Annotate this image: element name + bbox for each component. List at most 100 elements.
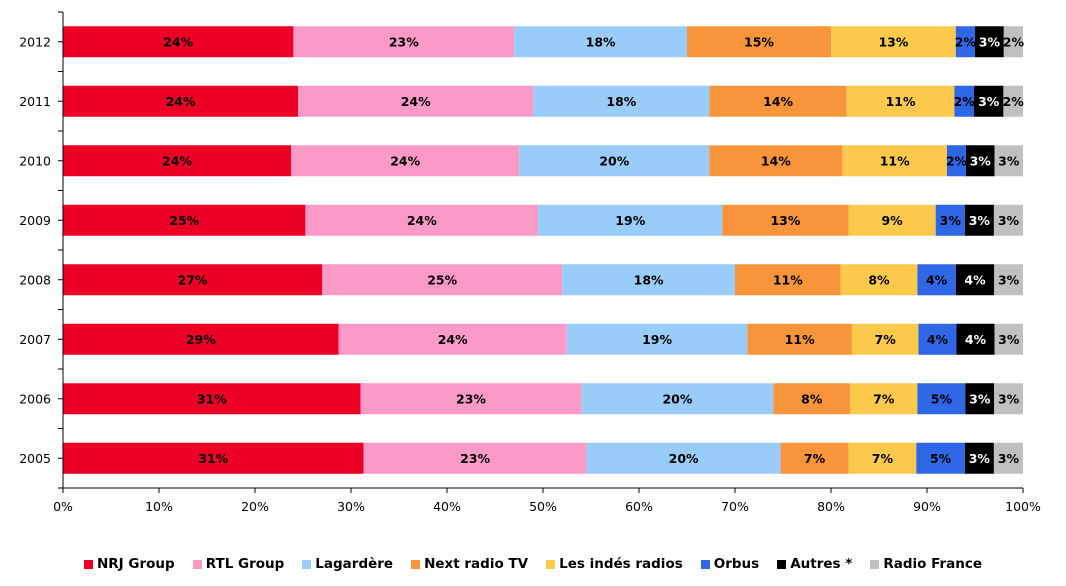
- data-label: 18%: [606, 94, 636, 109]
- legend-swatch: [870, 559, 880, 569]
- data-label: 3%: [979, 34, 1001, 49]
- bars-layer: 24% 23% 18% 15% 13% 2% 3% 2%24% 24% 18% 14% 11% 2% 3%…: [63, 26, 1024, 474]
- bar-segment: [722, 204, 849, 236]
- legend-item: Orbus: [700, 556, 759, 572]
- data-label: 7%: [875, 332, 897, 347]
- data-label: 29%: [186, 332, 216, 347]
- x-tick-label: 80%: [817, 499, 845, 514]
- data-label: 13%: [878, 34, 908, 49]
- legend-swatch: [83, 559, 93, 569]
- data-label: 4%: [927, 332, 949, 347]
- data-label: 3%: [998, 153, 1020, 168]
- legend-item: RTL Group: [192, 556, 285, 572]
- data-label: 13%: [770, 213, 800, 228]
- bar-segment: [994, 264, 1023, 296]
- x-tick-label: 20%: [241, 499, 269, 514]
- data-label: 3%: [969, 451, 991, 466]
- data-label: 8%: [868, 272, 890, 287]
- bar-segment: [322, 264, 563, 296]
- legend-swatch: [192, 559, 202, 569]
- bar-segment: [917, 383, 966, 415]
- bar-segment: [916, 442, 965, 474]
- bar-segment: [955, 264, 995, 296]
- data-label: 14%: [763, 94, 793, 109]
- bar-segment: [994, 145, 1023, 177]
- x-tick-label: 40%: [433, 499, 461, 514]
- category-label: 2005: [19, 451, 51, 466]
- bar-segment: [994, 323, 1023, 355]
- data-label: 7%: [873, 391, 895, 406]
- data-label: 24%: [163, 34, 193, 49]
- data-label: 3%: [998, 213, 1020, 228]
- bar-segment: [956, 323, 995, 355]
- bar-segment: [63, 204, 306, 236]
- bar-segment: [533, 85, 710, 117]
- bar-segment: [848, 204, 936, 236]
- bar-segment: [360, 383, 582, 415]
- bar-segment: [993, 442, 1023, 474]
- bar-segment: [1003, 85, 1023, 117]
- data-label: 24%: [166, 94, 196, 109]
- data-label: 23%: [460, 451, 490, 466]
- data-label: 31%: [197, 391, 227, 406]
- data-label: 3%: [970, 153, 992, 168]
- bar-segment: [709, 145, 843, 177]
- data-label: 4%: [964, 272, 986, 287]
- bar-segment: [291, 145, 520, 177]
- bar-segment: [538, 204, 723, 236]
- category-label: 2010: [19, 153, 51, 168]
- data-label: 3%: [998, 391, 1020, 406]
- legend-label: Les indés radios: [559, 556, 683, 572]
- bar-segment: [955, 26, 975, 58]
- legend-item: Les indés radios: [546, 556, 683, 572]
- bar-segment: [993, 204, 1023, 236]
- data-label: 23%: [389, 34, 419, 49]
- bar-segment: [735, 264, 841, 296]
- data-label: 2%: [1003, 34, 1025, 49]
- legend-item: Next radio TV: [411, 556, 528, 572]
- data-label: 25%: [427, 272, 457, 287]
- data-label: 24%: [401, 94, 431, 109]
- bar-segment: [954, 85, 975, 117]
- bar-segment: [851, 323, 919, 355]
- bar-segment: [63, 264, 323, 296]
- legend-label: RTL Group: [205, 556, 285, 572]
- data-label: 3%: [969, 213, 991, 228]
- data-label: 15%: [744, 34, 774, 49]
- data-label: 14%: [761, 153, 791, 168]
- bar-segment: [917, 264, 956, 296]
- x-tick-label: 30%: [337, 499, 365, 514]
- bar-segment: [965, 145, 995, 177]
- legend-item: NRJ Group: [83, 556, 175, 572]
- data-label: 18%: [634, 272, 664, 287]
- data-label: 3%: [978, 94, 1000, 109]
- x-tick-label: 100%: [1005, 499, 1041, 514]
- data-label: 25%: [169, 213, 199, 228]
- bar-segment: [780, 442, 849, 474]
- data-label: 31%: [198, 451, 228, 466]
- bar-segment: [994, 383, 1023, 415]
- legend-item: Autres *: [777, 556, 852, 572]
- axes-layer: 2012 2011 2010 2009 2008 2007 2006 2005 0% 10% 20%…: [19, 11, 1041, 514]
- data-label: 11%: [886, 94, 916, 109]
- x-tick-label: 0%: [53, 499, 73, 514]
- bar-segment: [586, 442, 781, 474]
- data-label: 2%: [955, 34, 977, 49]
- bar-segment: [935, 204, 965, 236]
- bar-segment: [63, 145, 292, 177]
- data-label: 3%: [940, 213, 962, 228]
- data-label: 3%: [998, 272, 1020, 287]
- bar-segment: [964, 204, 994, 236]
- bar-segment: [298, 85, 534, 117]
- data-label: 8%: [801, 391, 823, 406]
- data-label: 5%: [930, 451, 952, 466]
- bar-segment: [687, 26, 831, 58]
- legend-label: Autres *: [790, 556, 853, 572]
- bar-segment: [709, 85, 847, 117]
- data-label: 11%: [773, 272, 803, 287]
- data-label: 7%: [804, 451, 826, 466]
- bar-segment: [773, 383, 851, 415]
- data-label: 24%: [390, 153, 420, 168]
- data-label: 24%: [162, 153, 192, 168]
- data-label: 2%: [1003, 94, 1025, 109]
